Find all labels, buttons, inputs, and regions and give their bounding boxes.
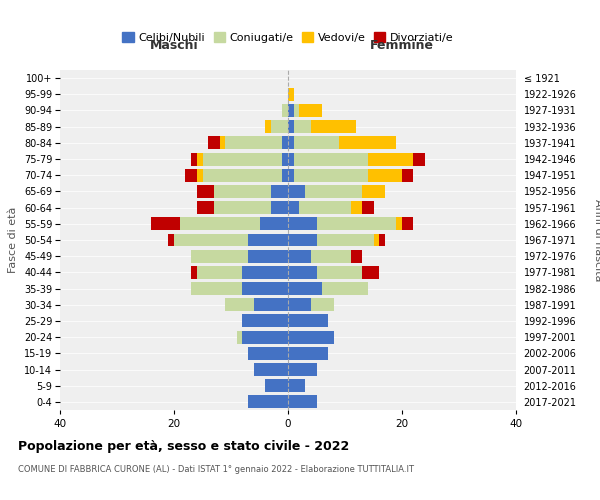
Y-axis label: Anni di nascita: Anni di nascita (593, 198, 600, 281)
Bar (254, 363, 288, 376)
Bar (288, 347, 328, 360)
Bar (299, 201, 350, 214)
Bar (294, 120, 311, 133)
Bar (197, 185, 214, 198)
Bar (214, 201, 271, 214)
Bar (248, 347, 288, 360)
Bar (368, 169, 402, 181)
Bar (373, 234, 379, 246)
Bar (242, 314, 288, 328)
Bar (197, 201, 214, 214)
Bar (265, 120, 271, 133)
Bar (288, 152, 294, 166)
Bar (191, 282, 242, 295)
Text: Popolazione per età, sesso e stato civile - 2022: Popolazione per età, sesso e stato civil… (18, 440, 349, 453)
Bar (271, 120, 288, 133)
Bar (368, 152, 413, 166)
Bar (283, 136, 288, 149)
Bar (317, 266, 362, 279)
Text: Maschi: Maschi (149, 40, 199, 52)
Bar (311, 298, 334, 311)
Bar (151, 218, 180, 230)
Bar (208, 136, 220, 149)
Bar (174, 234, 248, 246)
Bar (294, 169, 368, 181)
Bar (402, 169, 413, 181)
Bar (283, 169, 288, 181)
Bar (237, 330, 242, 344)
Bar (317, 218, 397, 230)
Bar (413, 152, 425, 166)
Bar (397, 218, 402, 230)
Bar (350, 201, 362, 214)
Bar (191, 266, 197, 279)
Bar (317, 234, 373, 246)
Y-axis label: Fasce di età: Fasce di età (8, 207, 19, 273)
Bar (288, 218, 317, 230)
Bar (197, 152, 203, 166)
Bar (288, 298, 311, 311)
Bar (248, 234, 288, 246)
Bar (220, 136, 226, 149)
Bar (197, 169, 203, 181)
Bar (203, 152, 283, 166)
Bar (288, 120, 294, 133)
Bar (288, 396, 317, 408)
Bar (288, 379, 305, 392)
Text: Femmine: Femmine (370, 40, 434, 52)
Bar (271, 201, 288, 214)
Bar (242, 330, 288, 344)
Bar (288, 330, 334, 344)
Bar (402, 218, 413, 230)
Bar (265, 379, 288, 392)
Bar (271, 185, 288, 198)
Bar (283, 104, 288, 117)
Bar (288, 234, 317, 246)
Bar (288, 185, 305, 198)
Bar (254, 298, 288, 311)
Bar (242, 266, 288, 279)
Text: COMUNE DI FABBRICA CURONE (AL) - Dati ISTAT 1° gennaio 2022 - Elaborazione TUTTI: COMUNE DI FABBRICA CURONE (AL) - Dati IS… (18, 465, 414, 474)
Bar (288, 136, 294, 149)
Bar (197, 266, 242, 279)
Bar (362, 266, 379, 279)
Bar (311, 250, 350, 262)
Bar (288, 250, 311, 262)
Bar (288, 104, 294, 117)
Bar (180, 218, 260, 230)
Bar (288, 88, 294, 101)
Bar (226, 298, 254, 311)
Bar (288, 314, 328, 328)
Bar (242, 282, 288, 295)
Bar (299, 104, 322, 117)
Bar (214, 185, 271, 198)
Bar (305, 185, 362, 198)
Bar (191, 152, 197, 166)
Bar (260, 218, 288, 230)
Bar (248, 250, 288, 262)
Bar (288, 282, 322, 295)
Bar (191, 250, 248, 262)
Bar (294, 136, 340, 149)
Bar (322, 282, 368, 295)
Bar (185, 169, 197, 181)
Bar (248, 396, 288, 408)
Bar (288, 169, 294, 181)
Legend: Celibi/Nubili, Coniugati/e, Vedovi/e, Divorziati/e: Celibi/Nubili, Coniugati/e, Vedovi/e, Di… (118, 28, 458, 48)
Bar (203, 169, 283, 181)
Bar (350, 250, 362, 262)
Bar (168, 234, 174, 246)
Bar (311, 120, 356, 133)
Bar (379, 234, 385, 246)
Bar (294, 152, 368, 166)
Bar (340, 136, 397, 149)
Bar (294, 104, 299, 117)
Bar (288, 266, 317, 279)
Bar (362, 201, 373, 214)
Bar (226, 136, 283, 149)
Bar (288, 363, 317, 376)
Bar (362, 185, 385, 198)
Bar (283, 152, 288, 166)
Bar (288, 201, 299, 214)
